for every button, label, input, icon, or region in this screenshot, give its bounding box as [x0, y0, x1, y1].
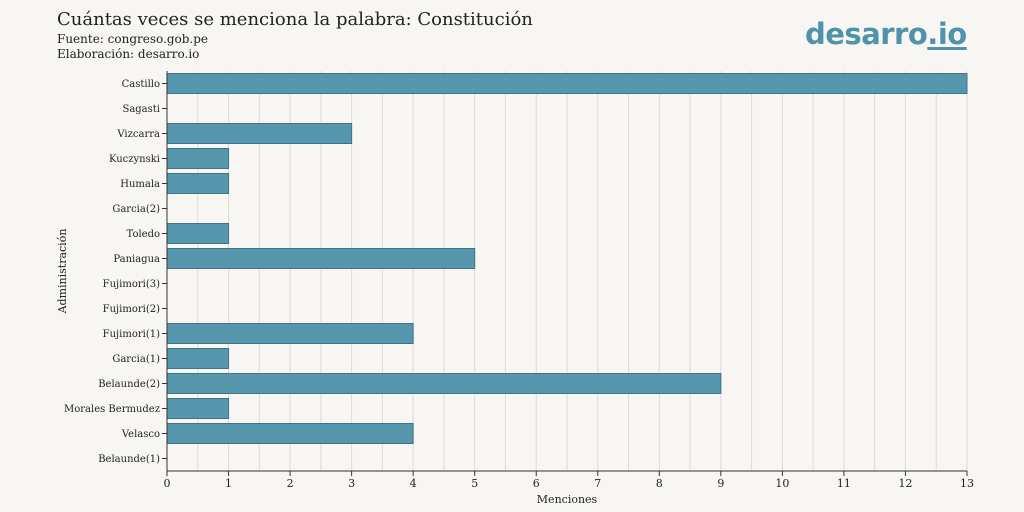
category-label: Sagasti: [122, 104, 160, 115]
x-tick-label: 6: [533, 477, 540, 490]
category-label: Kuczynski: [109, 154, 160, 165]
category-label: Toledo: [127, 229, 160, 240]
brand-logo: desarro.io: [805, 16, 967, 52]
x-tick-label: 2: [287, 477, 294, 490]
x-axis-label: Menciones: [537, 493, 598, 506]
bar-garcia-1-: [166, 348, 230, 369]
category-label: Fujimori(3): [103, 279, 160, 290]
x-tick-label: 5: [471, 477, 478, 490]
x-tick-label: 3: [348, 477, 355, 490]
x-tick-label: 8: [656, 477, 663, 490]
x-tick-label: 13: [960, 477, 974, 490]
x-tick-label: 12: [898, 477, 912, 490]
bar-vizcarra: [166, 123, 353, 144]
x-tick-label: 10: [775, 477, 789, 490]
category-label: Fujimori(1): [103, 329, 160, 340]
bar-castillo: [166, 73, 968, 94]
x-tick-label: 7: [594, 477, 601, 490]
chart-header: Cuántas veces se menciona la palabra: Co…: [57, 8, 533, 62]
bar-belaunde-2-: [166, 373, 722, 394]
category-label: Morales Bermudez: [64, 404, 160, 415]
category-label: Velasco: [121, 429, 160, 440]
bar-paniagua: [166, 248, 476, 269]
chart-credit: Elaboración: desarro.io: [57, 47, 200, 61]
chart-source: Fuente: congreso.gob.pe: [57, 32, 209, 46]
x-axis: 0 1 2 3 4 5 6 7 8 9 10 11 12 13: [164, 71, 974, 490]
category-label: Belaunde(1): [98, 454, 160, 465]
category-label: Paniagua: [113, 254, 160, 265]
bar-fujimori-1-: [166, 323, 414, 344]
bars: [166, 73, 968, 444]
x-tick-label: 11: [837, 477, 851, 490]
y-axis-label: Administración: [56, 229, 69, 315]
bar-humala: [166, 173, 230, 194]
category-label: Fujimori(2): [103, 304, 160, 315]
category-labels: Castillo Sagasti Vizcarra Kuczynski Humala Ga…: [64, 79, 167, 465]
x-tick-label: 4: [410, 477, 417, 490]
chart-title: Cuántas veces se menciona la palabra: Co…: [57, 9, 533, 30]
category-label: Castillo: [122, 79, 160, 90]
x-tick-label: 1: [225, 477, 232, 490]
logo-name: desarro: [805, 17, 928, 51]
bar-morales-bermudez: [166, 398, 230, 419]
category-label: Garcia(2): [112, 204, 160, 215]
category-label: Vizcarra: [116, 129, 160, 140]
category-label: Garcia(1): [112, 354, 160, 365]
bar-kuczynski: [166, 148, 230, 169]
bar-toledo: [166, 223, 230, 244]
x-tick-label: 0: [164, 477, 171, 490]
logo-tld: .io: [927, 17, 967, 51]
x-tick-label: 9: [717, 477, 724, 490]
bar-velasco: [166, 423, 414, 444]
category-label: Humala: [120, 179, 160, 190]
category-label: Belaunde(2): [98, 379, 160, 390]
